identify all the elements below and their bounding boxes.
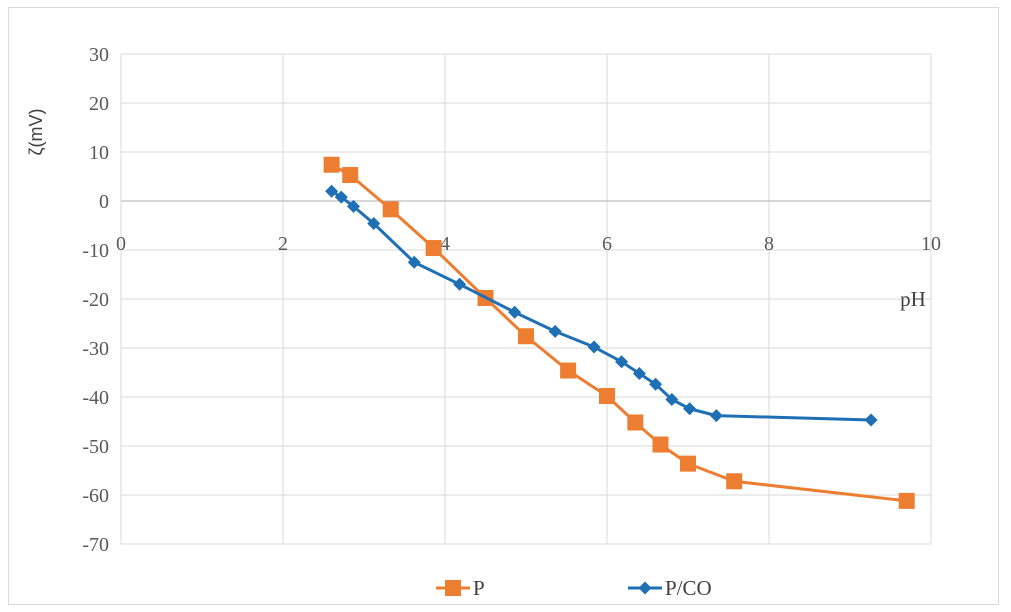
data-point-P/CO: [587, 340, 601, 354]
y-tick-label: -10: [82, 240, 109, 262]
data-point-P: [382, 201, 399, 218]
data-point-P/CO: [615, 355, 629, 369]
x-axis-title: pH: [900, 287, 926, 311]
data-point-P: [726, 473, 743, 490]
series-P: [323, 156, 915, 509]
x-tick-label: 2: [278, 233, 288, 255]
legend-item-P/CO: P/CO: [628, 576, 712, 600]
data-point-P: [652, 436, 669, 453]
data-point-P: [560, 362, 577, 379]
data-point-P/CO: [665, 392, 679, 406]
data-point-P: [425, 240, 442, 257]
axes: 30 20 10 0 -10 -20 -30 -40 -50 -60 -70 0 2 4 6 8 10: [82, 44, 941, 556]
series-P/CO: [325, 184, 878, 427]
data-point-P: [518, 328, 534, 345]
data-point-P/CO: [632, 366, 646, 380]
y-axis-title: ζ(mV): [26, 109, 46, 156]
x-tick-label: 10: [921, 233, 941, 255]
series-layer: [323, 156, 915, 509]
data-point-P: [599, 388, 615, 405]
data-point-P/CO: [864, 413, 878, 427]
data-point-P: [680, 455, 696, 472]
legend-label-P: P: [473, 576, 485, 600]
y-tick-label: -60: [82, 485, 109, 507]
data-point-P: [898, 492, 915, 509]
gridlines: [120, 53, 932, 545]
data-point-P/CO: [407, 255, 421, 269]
data-point-P/CO: [548, 324, 562, 338]
data-point-P/CO: [325, 184, 339, 198]
x-tick-label: 0: [116, 233, 126, 255]
x-tick-label: 4: [440, 233, 450, 255]
y-tick-label: -20: [82, 289, 109, 311]
x-tick-label: 8: [764, 233, 774, 255]
y-tick-label: 20: [89, 93, 109, 115]
data-point-P/CO: [638, 581, 652, 595]
y-tick-label: 30: [89, 44, 109, 66]
y-tick-label: -50: [82, 436, 109, 458]
data-point-P: [342, 167, 359, 184]
data-point-P: [627, 414, 644, 431]
x-tick-label: 6: [602, 233, 612, 255]
data-point-P: [445, 580, 461, 596]
data-point-P/CO: [346, 199, 360, 213]
y-tick-label: 0: [99, 191, 109, 213]
data-point-P: [323, 156, 340, 173]
legend: P P/CO: [436, 576, 712, 600]
series-line-P: [330, 163, 907, 503]
legend-item-P: P: [436, 576, 485, 600]
y-tick-label: 10: [89, 142, 109, 164]
y-tick-label: -70: [82, 534, 109, 556]
legend-label-P/CO: P/CO: [665, 576, 712, 600]
data-point-P/CO: [508, 305, 522, 319]
data-point-P/CO: [649, 377, 663, 391]
data-point-P/CO: [709, 409, 723, 423]
data-point-P/CO: [334, 190, 348, 204]
data-point-P/CO: [683, 402, 697, 416]
y-tick-label: -30: [82, 338, 109, 360]
y-tick-label: -40: [82, 387, 109, 409]
series-line-P/CO: [330, 189, 872, 422]
data-point-P/CO: [367, 217, 381, 231]
data-point-P/CO: [453, 277, 467, 291]
